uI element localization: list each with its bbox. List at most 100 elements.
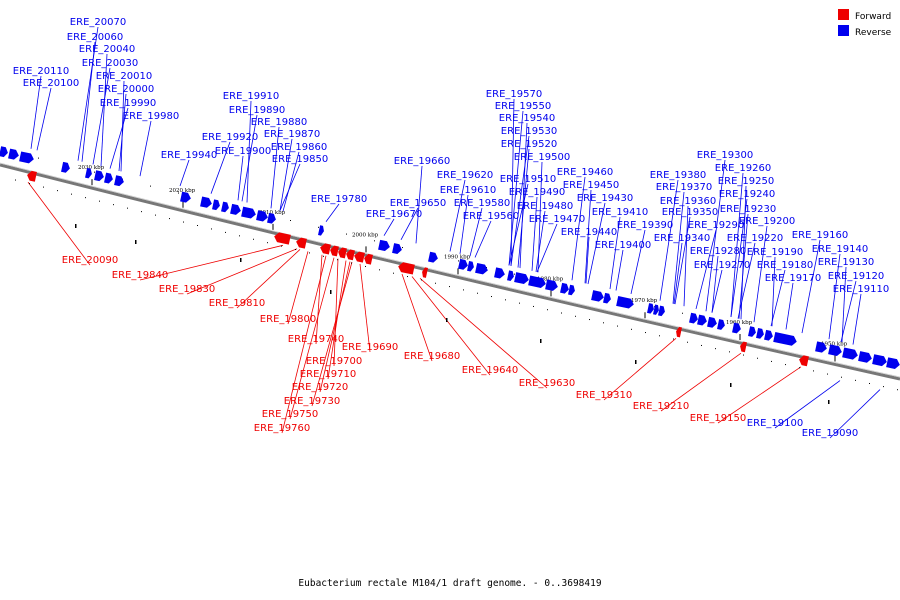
reverse-gene[interactable]: [494, 267, 506, 279]
gene-label[interactable]: ERE_19100: [747, 418, 803, 429]
reverse-gene[interactable]: [707, 316, 718, 329]
reverse-gene[interactable]: [591, 290, 605, 302]
gene-label[interactable]: ERE_19610: [440, 185, 496, 196]
reverse-gene[interactable]: [318, 225, 325, 236]
gene-label[interactable]: ERE_19990: [100, 98, 156, 109]
gene-label[interactable]: ERE_19210: [633, 401, 689, 412]
reverse-gene[interactable]: [475, 262, 489, 275]
gene-label[interactable]: ERE_19460: [557, 167, 613, 178]
reverse-gene[interactable]: [872, 354, 888, 367]
reverse-gene[interactable]: [212, 199, 221, 211]
reverse-gene[interactable]: [467, 260, 475, 272]
reverse-gene[interactable]: [616, 296, 635, 309]
reverse-gene[interactable]: [428, 251, 439, 264]
reverse-gene[interactable]: [241, 206, 257, 220]
gene-label[interactable]: ERE_20030: [82, 58, 138, 69]
gene-label[interactable]: ERE_20010: [96, 71, 152, 82]
reverse-gene[interactable]: [858, 351, 873, 363]
gene-label[interactable]: ERE_19800: [260, 314, 316, 325]
gene-label[interactable]: ERE_19690: [342, 342, 398, 353]
gene-label[interactable]: ERE_19390: [617, 220, 673, 231]
gene-label[interactable]: ERE_19400: [595, 240, 651, 251]
reverse-gene[interactable]: [507, 270, 515, 281]
gene-label[interactable]: ERE_19660: [394, 156, 450, 167]
gene-label[interactable]: ERE_19490: [509, 187, 565, 198]
gene-label[interactable]: ERE_19640: [462, 365, 518, 376]
reverse-gene[interactable]: [267, 212, 277, 224]
reverse-gene[interactable]: [114, 175, 125, 187]
gene-label[interactable]: ERE_20110: [13, 66, 69, 77]
reverse-gene[interactable]: [458, 258, 469, 271]
gene-label[interactable]: ERE_19710: [300, 369, 356, 380]
gene-label[interactable]: ERE_19580: [454, 198, 510, 209]
reverse-gene[interactable]: [392, 243, 403, 255]
reverse-gene[interactable]: [61, 161, 71, 173]
gene-label[interactable]: ERE_19830: [159, 284, 215, 295]
gene-label[interactable]: ERE_19510: [500, 174, 556, 185]
gene-label[interactable]: ERE_19940: [161, 150, 217, 161]
reverse-gene[interactable]: [815, 341, 828, 353]
gene-label[interactable]: ERE_19520: [501, 139, 557, 150]
gene-label[interactable]: ERE_19720: [292, 382, 348, 393]
reverse-gene[interactable]: [773, 332, 798, 347]
gene-label[interactable]: ERE_19110: [833, 284, 889, 295]
gene-label[interactable]: ERE_19230: [720, 204, 776, 215]
gene-label[interactable]: ERE_19910: [223, 91, 279, 102]
gene-label[interactable]: ERE_19270: [694, 260, 750, 271]
gene-label[interactable]: ERE_20060: [67, 32, 123, 43]
forward-gene[interactable]: [421, 267, 428, 278]
reverse-gene[interactable]: [647, 303, 655, 314]
gene-label[interactable]: ERE_19630: [519, 378, 575, 389]
gene-label[interactable]: ERE_19280: [690, 246, 746, 257]
gene-label[interactable]: ERE_19120: [828, 271, 884, 282]
gene-label[interactable]: ERE_19350: [662, 207, 718, 218]
reverse-gene[interactable]: [842, 347, 859, 361]
gene-label[interactable]: ERE_19290: [688, 220, 744, 231]
gene-label[interactable]: ERE_19700: [306, 356, 362, 367]
forward-gene[interactable]: [26, 170, 37, 182]
gene-label[interactable]: ERE_19650: [390, 198, 446, 209]
gene-label[interactable]: ERE_19540: [499, 113, 555, 124]
forward-gene[interactable]: [345, 249, 355, 261]
gene-label[interactable]: ERE_19860: [271, 142, 327, 153]
reverse-gene[interactable]: [603, 292, 612, 304]
forward-gene[interactable]: [397, 261, 415, 275]
gene-label[interactable]: ERE_19300: [697, 150, 753, 161]
reverse-gene[interactable]: [828, 344, 843, 357]
gene-label[interactable]: ERE_19670: [366, 209, 422, 220]
gene-label[interactable]: ERE_19890: [229, 105, 285, 116]
reverse-gene[interactable]: [756, 328, 765, 339]
gene-label[interactable]: ERE_19560: [463, 211, 519, 222]
gene-label[interactable]: ERE_19810: [209, 298, 265, 309]
forward-gene[interactable]: [353, 251, 365, 263]
gene-label[interactable]: ERE_19170: [765, 273, 821, 284]
reverse-gene[interactable]: [545, 279, 559, 291]
gene-label[interactable]: ERE_19220: [727, 233, 783, 244]
gene-label[interactable]: ERE_19340: [654, 233, 710, 244]
gene-label[interactable]: ERE_19880: [251, 117, 307, 128]
forward-gene[interactable]: [337, 247, 347, 259]
gene-label[interactable]: ERE_19920: [202, 132, 258, 143]
gene-label[interactable]: ERE_19140: [812, 244, 868, 255]
reverse-gene[interactable]: [732, 322, 742, 334]
reverse-gene[interactable]: [94, 170, 105, 182]
forward-gene[interactable]: [273, 232, 291, 245]
forward-gene[interactable]: [675, 326, 682, 338]
gene-label[interactable]: ERE_19410: [592, 207, 648, 218]
reverse-gene[interactable]: [653, 304, 660, 315]
reverse-gene[interactable]: [19, 151, 35, 164]
reverse-gene[interactable]: [256, 210, 269, 222]
gene-label[interactable]: ERE_19200: [739, 216, 795, 227]
gene-label[interactable]: ERE_19570: [486, 89, 542, 100]
reverse-gene[interactable]: [886, 357, 900, 369]
reverse-gene[interactable]: [560, 282, 570, 294]
gene-label[interactable]: ERE_19450: [563, 180, 619, 191]
forward-gene[interactable]: [319, 243, 331, 255]
gene-label[interactable]: ERE_20070: [70, 17, 126, 28]
gene-label[interactable]: ERE_19750: [262, 409, 318, 420]
forward-gene[interactable]: [295, 237, 307, 249]
gene-label[interactable]: ERE_19500: [514, 152, 570, 163]
reverse-gene[interactable]: [0, 146, 9, 158]
gene-label[interactable]: ERE_19530: [501, 126, 557, 137]
gene-label[interactable]: ERE_19840: [112, 270, 168, 281]
